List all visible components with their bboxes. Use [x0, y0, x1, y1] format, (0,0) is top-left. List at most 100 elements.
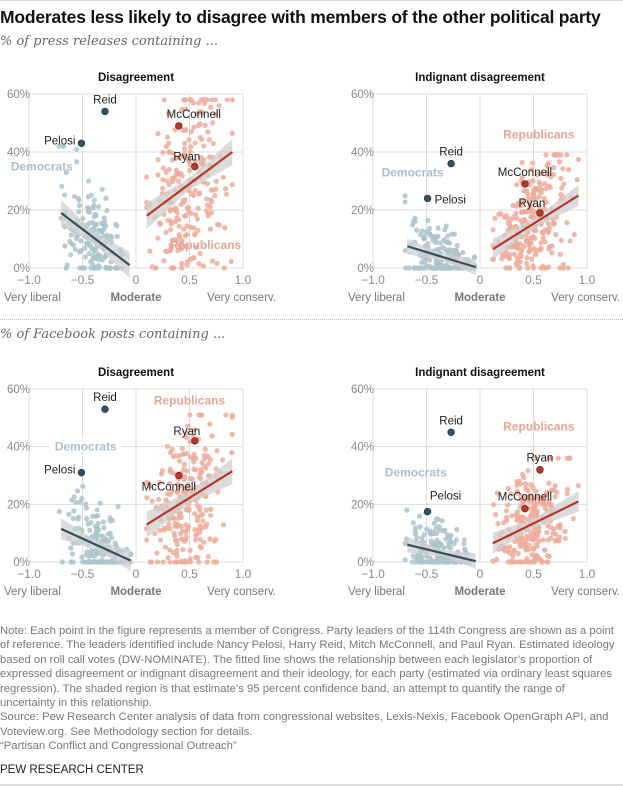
republican-point	[524, 255, 530, 261]
democrat-point	[413, 559, 419, 565]
democrat-point	[430, 238, 436, 244]
republican-point	[513, 210, 519, 217]
republican-point	[204, 196, 210, 202]
republican-point	[229, 182, 235, 188]
republican-point	[172, 537, 179, 544]
republican-point	[562, 535, 568, 542]
republican-point	[193, 212, 199, 218]
democrats-label: Democrats	[11, 160, 73, 174]
republican-point	[173, 206, 179, 212]
republican-point	[205, 461, 212, 467]
republican-point	[543, 265, 550, 271]
republican-point	[194, 502, 200, 509]
republican-point	[187, 547, 193, 553]
republican-point	[194, 518, 201, 524]
x-label-center: Moderate	[454, 292, 505, 304]
x-tick-label: −0.5	[415, 567, 439, 581]
republicans-label: Republicans	[170, 238, 242, 252]
republican-point	[528, 235, 534, 241]
leader-label-pelosi: Pelosi	[435, 194, 466, 206]
republican-point	[154, 550, 160, 556]
leader-point-reid	[101, 107, 109, 116]
republican-point	[538, 557, 544, 563]
republican-point	[163, 497, 169, 503]
republican-point	[166, 480, 172, 487]
republican-point	[177, 531, 184, 537]
democrat-point	[62, 243, 68, 249]
republican-point	[171, 530, 177, 536]
republican-point	[187, 476, 193, 482]
republican-point	[509, 513, 515, 519]
republican-point	[159, 467, 165, 474]
republican-point	[575, 156, 582, 163]
democrat-point	[115, 504, 121, 510]
x-tick-label: −1.0	[361, 567, 385, 581]
democrat-point	[63, 169, 69, 176]
republican-point	[558, 152, 564, 158]
republican-point	[216, 103, 222, 109]
republican-point	[161, 525, 167, 531]
democrat-point	[430, 531, 436, 537]
y-tick-label: 60%	[7, 384, 30, 396]
democrat-point	[472, 254, 478, 260]
democrat-point	[99, 186, 105, 192]
democrat-point	[97, 227, 104, 234]
republican-point	[532, 235, 538, 241]
democrat-point	[73, 499, 79, 506]
republican-point	[176, 458, 183, 464]
republican-point	[574, 176, 580, 183]
democrat-point	[444, 239, 451, 246]
democrat-point	[82, 245, 88, 251]
republican-point	[186, 137, 192, 143]
democrat-point	[454, 242, 460, 248]
democrat-point	[114, 223, 120, 229]
republican-point	[209, 97, 215, 103]
republican-point	[212, 111, 219, 117]
republican-point	[185, 524, 192, 530]
y-tick-label: 60%	[351, 89, 374, 101]
republican-point	[160, 165, 166, 171]
democrat-point	[402, 557, 408, 563]
democrat-point	[426, 225, 433, 232]
republican-point	[174, 489, 180, 495]
republican-point	[545, 559, 551, 565]
republican-point	[537, 499, 543, 505]
republican-point	[184, 262, 190, 268]
x-label-left: Very liberal	[4, 586, 61, 598]
republican-point	[183, 106, 189, 112]
democrat-point	[90, 253, 96, 259]
republican-point	[192, 232, 198, 238]
republican-point	[559, 185, 565, 191]
democrat-point	[425, 217, 431, 223]
charts-canvas: Disagreement 0% 20% 40% 60% −1.0 −0.5 0 0.5 1.0 Ve…	[4, 72, 620, 598]
republican-point	[168, 221, 174, 227]
republican-point	[533, 252, 539, 258]
republican-point	[544, 553, 550, 559]
republican-point	[207, 204, 213, 210]
brand-logo-text: PEW RESEARCH CENTER	[0, 764, 144, 776]
democrat-point	[91, 548, 97, 554]
republican-point	[196, 412, 202, 418]
republican-point	[190, 100, 197, 106]
republican-point	[180, 200, 186, 206]
republican-point	[507, 251, 513, 258]
republican-point	[223, 191, 230, 197]
democrat-point	[86, 558, 93, 564]
y-tick-label: 60%	[7, 89, 30, 101]
republican-point	[197, 109, 203, 115]
republican-point	[184, 468, 190, 474]
republican-point	[544, 529, 550, 536]
republican-point	[155, 131, 161, 137]
republican-point	[202, 455, 208, 462]
republican-point	[180, 127, 186, 133]
democrat-point	[421, 236, 427, 242]
democrat-point	[446, 540, 452, 547]
republican-point	[539, 170, 545, 176]
republican-point	[166, 181, 172, 188]
republican-point	[165, 217, 171, 223]
section-subtitle-facebook: % of Facebook posts containing ...	[0, 327, 226, 342]
republican-point	[202, 97, 208, 103]
republican-point	[188, 129, 194, 135]
y-tick-label: 40%	[7, 147, 30, 159]
democrat-point	[59, 559, 66, 565]
